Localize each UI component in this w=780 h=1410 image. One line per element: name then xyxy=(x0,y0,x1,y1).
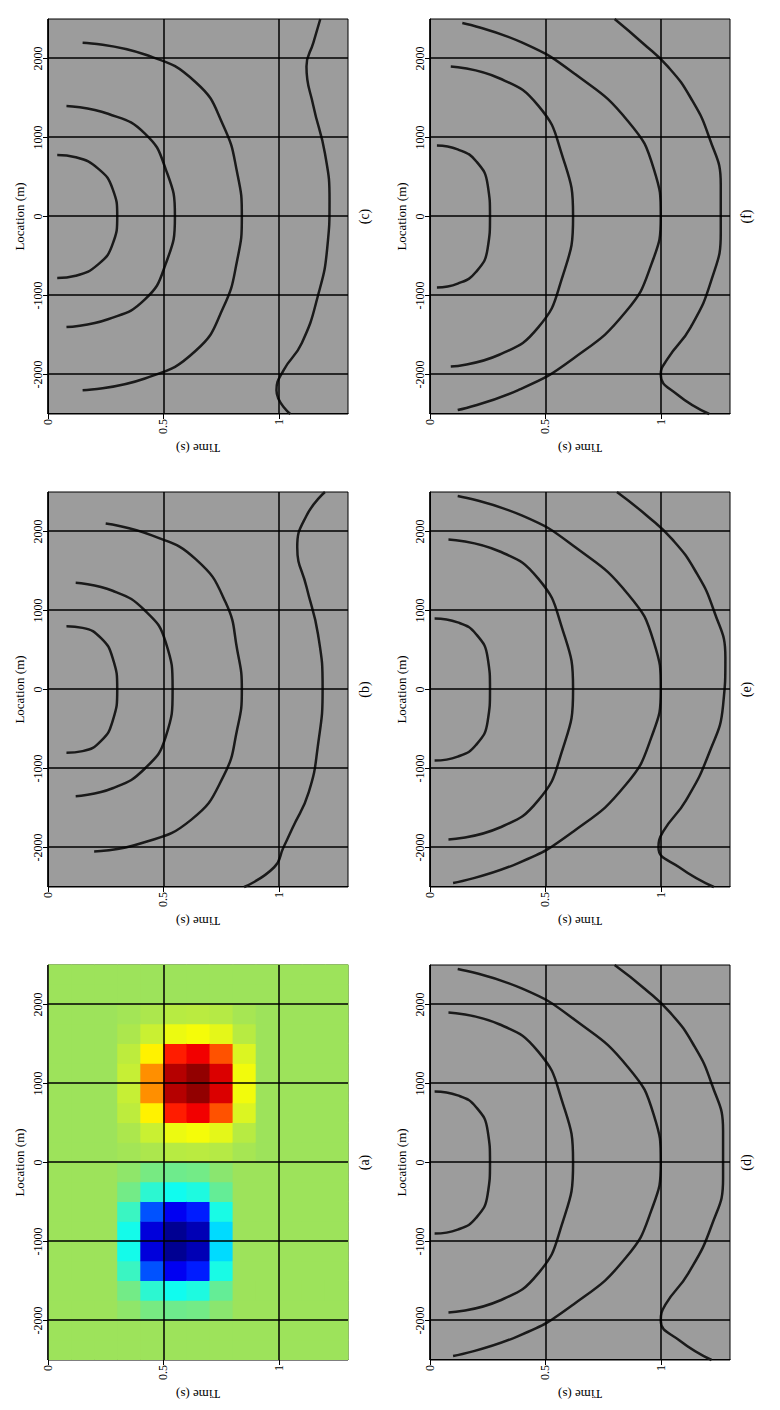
svg-text:2000: 2000 xyxy=(31,47,45,71)
svg-text:0: 0 xyxy=(413,214,427,220)
svg-text:0: 0 xyxy=(31,687,45,693)
svg-text:0.5: 0.5 xyxy=(156,419,170,434)
svg-text:Location (m): Location (m) xyxy=(394,182,409,250)
svg-text:-2000: -2000 xyxy=(31,834,45,862)
svg-text:1: 1 xyxy=(272,1365,286,1371)
svg-text:Time (s): Time (s) xyxy=(558,1387,602,1402)
svg-text:0.5: 0.5 xyxy=(156,892,170,907)
svg-text:-2000: -2000 xyxy=(413,1307,427,1335)
svg-text:Location (m): Location (m) xyxy=(394,1128,409,1196)
svg-text:0: 0 xyxy=(31,214,45,220)
svg-text:0.5: 0.5 xyxy=(156,1365,170,1380)
svg-text:2000: 2000 xyxy=(31,993,45,1017)
svg-text:(e): (e) xyxy=(739,681,755,697)
svg-text:1: 1 xyxy=(654,1365,668,1371)
svg-text:0.5: 0.5 xyxy=(538,1365,552,1380)
svg-text:0: 0 xyxy=(413,1160,427,1166)
svg-text:0: 0 xyxy=(423,892,437,898)
svg-text:-1000: -1000 xyxy=(413,1228,427,1256)
svg-text:(b): (b) xyxy=(357,681,373,698)
svg-text:1000: 1000 xyxy=(413,126,427,150)
svg-text:-2000: -2000 xyxy=(413,361,427,389)
svg-text:Time (s): Time (s) xyxy=(176,1387,220,1402)
svg-text:Time (s): Time (s) xyxy=(558,914,602,929)
svg-text:-1000: -1000 xyxy=(31,755,45,783)
svg-text:1: 1 xyxy=(272,892,286,898)
svg-text:0: 0 xyxy=(41,1365,55,1371)
svg-text:Location (m): Location (m) xyxy=(12,1128,27,1196)
svg-text:2000: 2000 xyxy=(413,520,427,544)
svg-text:0.5: 0.5 xyxy=(538,892,552,907)
svg-text:(a): (a) xyxy=(357,1154,373,1170)
svg-text:0: 0 xyxy=(423,419,437,425)
svg-text:-1000: -1000 xyxy=(413,282,427,310)
svg-text:2000: 2000 xyxy=(413,993,427,1017)
svg-text:1000: 1000 xyxy=(31,599,45,623)
svg-text:1: 1 xyxy=(654,419,668,425)
svg-text:-1000: -1000 xyxy=(413,755,427,783)
svg-text:Location (m): Location (m) xyxy=(394,655,409,723)
svg-text:0: 0 xyxy=(413,687,427,693)
svg-text:1000: 1000 xyxy=(413,1072,427,1096)
svg-text:Time (s): Time (s) xyxy=(176,441,220,456)
svg-text:1000: 1000 xyxy=(31,1072,45,1096)
svg-text:Time (s): Time (s) xyxy=(558,441,602,456)
svg-text:-2000: -2000 xyxy=(31,361,45,389)
svg-text:0: 0 xyxy=(41,892,55,898)
svg-text:1000: 1000 xyxy=(31,126,45,150)
svg-text:(c): (c) xyxy=(357,208,373,224)
svg-text:(d): (d) xyxy=(739,1154,755,1171)
svg-text:-2000: -2000 xyxy=(31,1307,45,1335)
svg-text:1: 1 xyxy=(654,892,668,898)
svg-text:-1000: -1000 xyxy=(31,282,45,310)
svg-text:1: 1 xyxy=(272,419,286,425)
svg-text:2000: 2000 xyxy=(413,47,427,71)
svg-text:0: 0 xyxy=(31,1160,45,1166)
svg-text:Time (s): Time (s) xyxy=(176,914,220,929)
svg-text:2000: 2000 xyxy=(31,520,45,544)
svg-text:0.5: 0.5 xyxy=(538,419,552,434)
svg-text:(f): (f) xyxy=(739,209,755,223)
svg-text:-1000: -1000 xyxy=(31,1228,45,1256)
svg-text:-2000: -2000 xyxy=(413,834,427,862)
svg-text:Location (m): Location (m) xyxy=(12,182,27,250)
svg-text:Location (m): Location (m) xyxy=(12,655,27,723)
svg-text:0: 0 xyxy=(41,419,55,425)
svg-text:0: 0 xyxy=(423,1365,437,1371)
svg-text:1000: 1000 xyxy=(413,599,427,623)
